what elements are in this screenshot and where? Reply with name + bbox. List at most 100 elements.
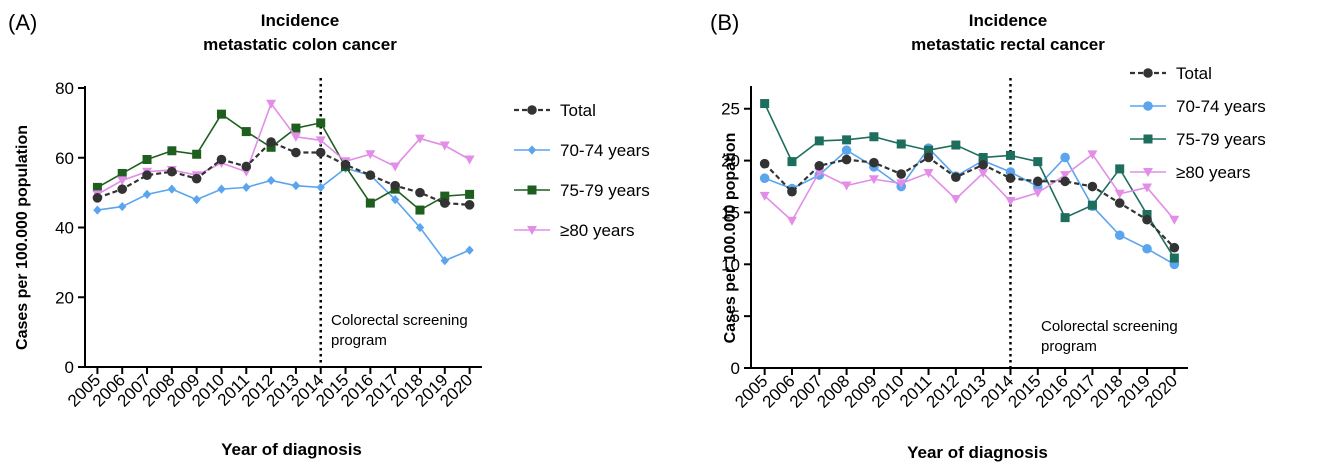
series-2-point [896, 139, 906, 149]
series-line-2 [763, 103, 1176, 259]
series-2-point [951, 140, 961, 150]
series-2-point [316, 118, 326, 128]
series-0-point [415, 187, 425, 198]
series-2-point [192, 149, 202, 159]
legend-marker [527, 145, 537, 155]
series-1-point [217, 184, 226, 194]
x-axis-label: Year of diagnosis [221, 440, 362, 459]
y-tick-label: 10 [721, 255, 740, 274]
screening-annotation-line2: program [331, 332, 387, 349]
series-1-point [1142, 243, 1152, 254]
y-tick-label: 20 [721, 152, 740, 171]
series-3-point [923, 169, 934, 179]
series-3-point [1005, 197, 1016, 207]
series-3-point [390, 162, 401, 172]
y-tick-label: 20 [55, 288, 74, 307]
series-2-point [365, 198, 375, 208]
series-0-point [841, 154, 852, 165]
series-3-point [1087, 150, 1098, 160]
series-1-point [390, 195, 400, 205]
series-2-point [1060, 213, 1070, 223]
series-3-point [439, 141, 450, 151]
series-0-point [340, 159, 351, 170]
legend-marker [527, 226, 537, 235]
series-0-point [241, 161, 252, 172]
legend-label: ≥80 years [1176, 163, 1251, 182]
series-0-point [439, 198, 450, 208]
series-2-point [869, 132, 879, 142]
series-0-point [951, 172, 961, 182]
legend-marker [527, 105, 537, 115]
series-0-point [1114, 198, 1125, 208]
panel-label: (A) [8, 10, 37, 35]
series-0-point [390, 180, 400, 191]
series-2-point [978, 152, 988, 162]
series-3-point [365, 150, 376, 160]
series-2-point [787, 157, 797, 167]
series-3-point [315, 136, 326, 146]
y-tick-label: 0 [731, 359, 740, 378]
series-3-point [464, 155, 475, 165]
series-3-point [950, 194, 961, 204]
series-2-point [1005, 150, 1015, 160]
series-2-point [1033, 157, 1043, 167]
series-3-point [841, 181, 852, 191]
series-2-point [842, 135, 852, 145]
series-2-point [1142, 210, 1152, 220]
series-1-point [266, 175, 276, 186]
series-0-point [1060, 176, 1070, 187]
legend-label: ≥80 years [560, 221, 635, 240]
series-2-point [92, 182, 102, 192]
legend-marker [527, 185, 537, 195]
series-3-point [978, 169, 989, 179]
series-1-point [192, 195, 201, 205]
series-3-point [1060, 171, 1071, 181]
legend-marker [1143, 68, 1153, 78]
series-1-point [167, 184, 177, 194]
series-0-point [216, 154, 227, 165]
legend-marker [1143, 168, 1153, 177]
series-1-point [415, 222, 425, 233]
series-0-point [142, 170, 152, 180]
series-2-point [1169, 253, 1179, 263]
series-1-point [440, 256, 449, 266]
series-1-point [1060, 152, 1070, 163]
series-2-point [216, 109, 226, 119]
chart-title: Incidence [261, 11, 339, 30]
series-3-point [759, 191, 770, 201]
chart-subtitle: metastatic rectal cancer [911, 35, 1105, 54]
y-tick-label: 15 [721, 203, 740, 222]
series-2-point [415, 205, 425, 215]
series-0-point [464, 200, 475, 210]
series-2-point [440, 191, 450, 201]
series-1-point [759, 173, 770, 184]
panel-label: (B) [710, 10, 739, 35]
series-2-point [1115, 164, 1125, 174]
series-1-point [242, 182, 251, 192]
series-1-point [93, 205, 102, 215]
chart-title: Incidence [969, 11, 1047, 30]
series-2-point [266, 142, 276, 152]
series-2-point [814, 136, 824, 146]
series-line-1 [97, 167, 470, 262]
series-0-point [978, 159, 988, 170]
series-2-point [291, 123, 301, 133]
series-line-3 [764, 153, 1175, 223]
legend-label: 75-79 years [560, 181, 650, 200]
legend-label: Total [560, 101, 596, 120]
series-3-point [1032, 188, 1043, 198]
series-line-2 [97, 113, 470, 212]
legend-label: Total [1176, 64, 1212, 83]
chart-subtitle: metastatic colon cancer [203, 35, 397, 54]
screening-annotation-line1: Colorectal screening [1041, 318, 1178, 335]
series-0-point [923, 152, 934, 163]
series-3-point [1142, 183, 1153, 193]
series-3-point [290, 132, 301, 142]
series-2-point [117, 168, 127, 178]
y-tick-label: 60 [55, 149, 74, 168]
y-axis-label: Cases per 100.000 population [14, 125, 31, 350]
legend-marker [1143, 134, 1153, 144]
chart-panel-a: (A) Incidence metastatic colon cancer 0 20 40… [8, 10, 650, 459]
series-0-point [1005, 173, 1016, 184]
